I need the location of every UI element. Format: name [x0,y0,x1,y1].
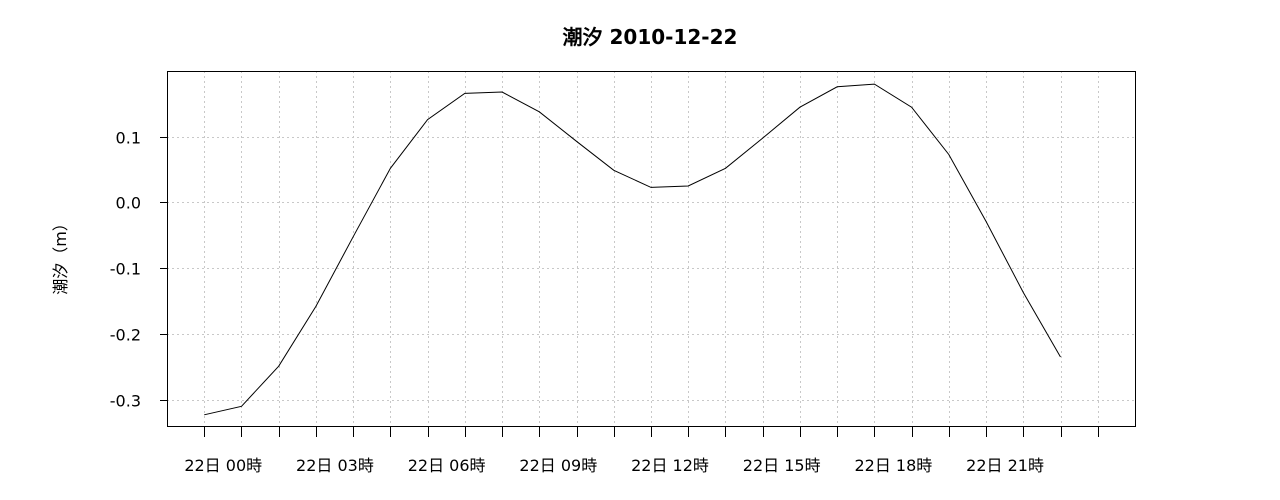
y-tick-label: -0.3 [110,392,141,411]
x-tick-label: 22日 00時 [184,456,262,475]
y-tick-label: -0.2 [110,326,141,345]
y-axis-label: 潮汐（m） [51,215,70,295]
y-tick-label: -0.1 [110,260,141,279]
series-layer [204,83,1061,416]
grid-lines [167,71,1135,426]
tide-series-line [204,83,1061,416]
x-axis: 22日 00時 22日 03時 22日 06時 22日 09時 22日 12時 22日 1… [184,426,1099,475]
x-tick-label: 22日 12時 [631,456,709,475]
plot-frame [167,71,1136,427]
x-tick-label: 22日 06時 [408,456,486,475]
y-tick-label: 0.1 [116,129,141,148]
y-tick-label: 0.0 [116,194,141,213]
x-tick-label: 22日 21時 [966,456,1044,475]
x-tick-label: 22日 15時 [743,456,821,475]
x-tick-label: 22日 18時 [854,456,932,475]
y-axis: 0.1 0.0 -0.1 -0.2 -0.3 [110,129,167,411]
x-tick-label: 22日 09時 [519,456,597,475]
x-tick-label: 22日 03時 [296,456,374,475]
chart-title: 潮汐 2010-12-22 [563,25,738,49]
